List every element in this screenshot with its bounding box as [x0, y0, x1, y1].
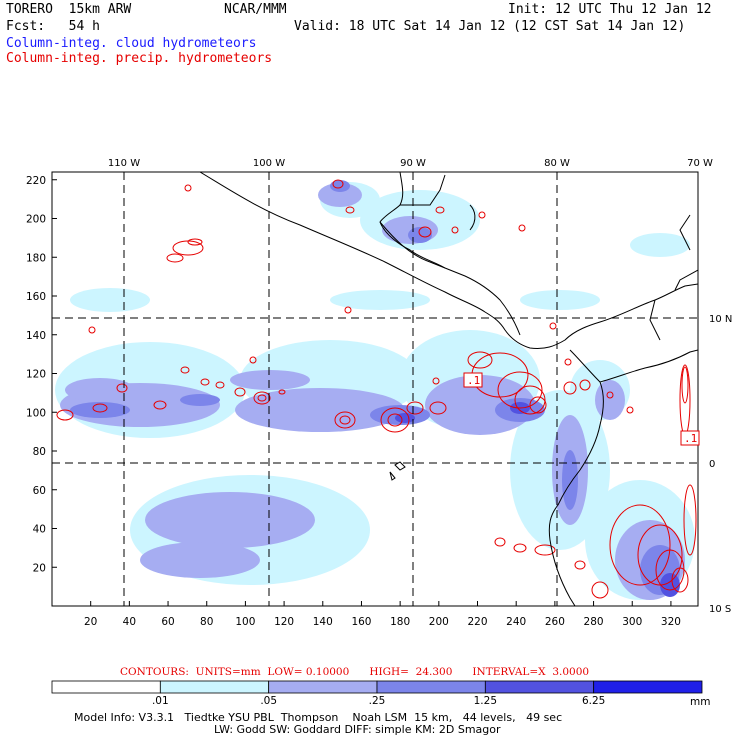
x-tick-label: 40	[123, 616, 136, 628]
x-tick-label: 140	[313, 616, 333, 628]
x-tick-label: 260	[545, 616, 565, 628]
colorbar-label: .01	[152, 695, 169, 707]
y-tick-label: 180	[26, 252, 46, 264]
model-title: TORERO 15km ARW	[6, 2, 132, 17]
colorbar-swatch	[376, 680, 486, 694]
y-tick-label: 80	[33, 446, 46, 458]
plot-frame	[51, 171, 699, 607]
lat-label-10s: 10 S	[709, 604, 731, 615]
x-tick-label: 80	[200, 616, 213, 628]
colorbar-label: 1.25	[474, 695, 497, 707]
colorbar-swatch	[268, 680, 378, 694]
lon-label-110w: 110 W	[108, 158, 140, 169]
lon-label-70w: 70 W	[687, 158, 713, 169]
colorbar-label: 6.25	[582, 695, 605, 707]
x-tick-label: 160	[351, 616, 371, 628]
x-tick-label: 20	[84, 616, 97, 628]
valid-time: Valid: 18 UTC Sat 14 Jan 12 (12 CST Sat …	[294, 19, 686, 34]
colorbar-swatch	[159, 680, 270, 694]
svg-text:.1: .1	[467, 374, 480, 387]
lat-label-10n: 10 N	[709, 314, 732, 325]
model-info-line1: Model Info: V3.3.1 Tiedtke YSU PBL Thomp…	[74, 711, 563, 724]
y-tick-label: 20	[33, 562, 46, 574]
x-tick-label: 300	[622, 616, 642, 628]
y-tick-label: 60	[33, 485, 46, 497]
model-info-line2: LW: Godd SW: Goddard DIFF: simple KM: 2D…	[214, 723, 501, 736]
lat-lon-grid	[52, 172, 698, 606]
colorbar-label: .25	[369, 695, 386, 707]
y-tick-label: 200	[26, 214, 46, 226]
colorbar-unit: mm	[690, 696, 710, 708]
x-tick-label: 320	[661, 616, 681, 628]
y-tick-label: 140	[26, 330, 46, 342]
x-tick-label: 280	[584, 616, 604, 628]
x-tick-label: 220	[467, 616, 487, 628]
colorbar-swatch	[484, 680, 595, 694]
contour-info: CONTOURS: UNITS=mm LOW= 0.10000 HIGH= 24…	[120, 666, 590, 678]
x-tick-label: 240	[506, 616, 526, 628]
contour-label-1: .1	[463, 372, 483, 388]
colorbar-label: .05	[260, 695, 277, 707]
svg-text:.1: .1	[684, 432, 697, 445]
legend-precip-label: Column-integ. precip. hydrometeors	[6, 51, 273, 66]
init-time: Init: 12 UTC Thu 12 Jan 12	[508, 2, 712, 17]
x-tick-label: 60	[161, 616, 174, 628]
lon-label-80w: 80 W	[544, 158, 570, 169]
y-tick-label: 40	[33, 524, 46, 536]
x-tick-label: 200	[429, 616, 449, 628]
org-label: NCAR/MMM	[224, 2, 287, 17]
legend-cloud-label: Column-integ. cloud hydrometeors	[6, 36, 257, 51]
y-tick-label: 120	[26, 369, 46, 381]
colorbar	[51, 680, 703, 694]
colorbar-swatch	[51, 680, 161, 694]
y-tick-label: 160	[26, 291, 46, 303]
x-tick-label: 180	[390, 616, 410, 628]
lon-label-100w: 100 W	[253, 158, 285, 169]
cloud-shading	[55, 180, 695, 600]
axis-ticks	[52, 179, 672, 606]
lat-label-0: 0	[709, 459, 715, 470]
x-tick-label: 120	[274, 616, 294, 628]
y-tick-label: 220	[26, 175, 46, 187]
x-tick-label: 100	[235, 616, 255, 628]
contour-label-2: .1	[680, 430, 700, 446]
y-tick-label: 100	[26, 407, 46, 419]
precip-contours	[56, 179, 697, 599]
colorbar-swatch	[593, 680, 703, 694]
forecast-hour: Fcst: 54 h	[6, 19, 100, 34]
coastlines	[199, 172, 698, 606]
lon-label-90w: 90 W	[400, 158, 426, 169]
